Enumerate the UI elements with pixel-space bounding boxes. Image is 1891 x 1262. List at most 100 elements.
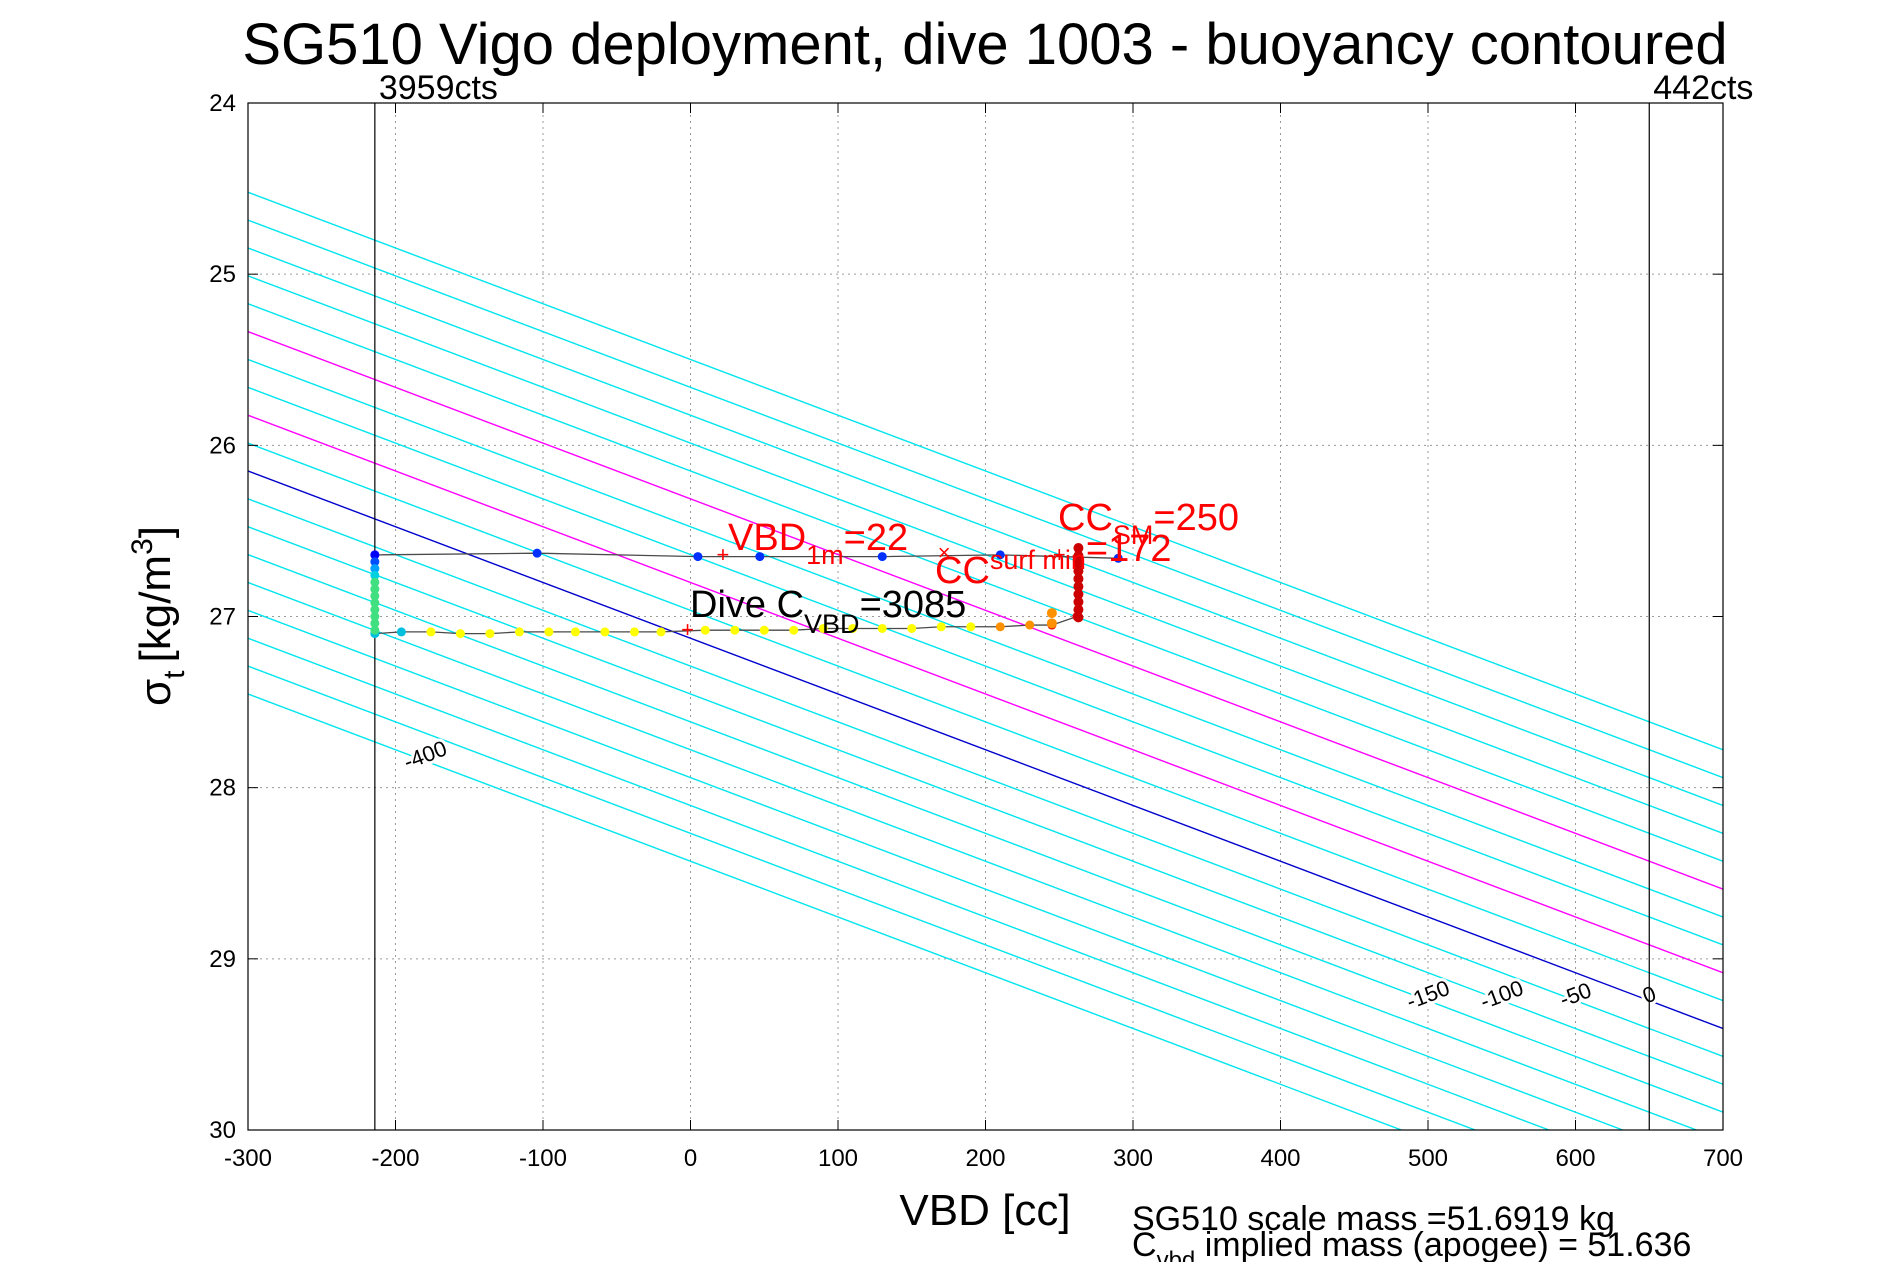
data-point xyxy=(995,550,1005,560)
data-point xyxy=(1113,553,1123,563)
buoyancy-contour-line xyxy=(248,414,1723,974)
data-point xyxy=(370,570,380,580)
data-point xyxy=(877,623,887,633)
data-point xyxy=(1073,596,1084,607)
buoyancy-contour-line xyxy=(248,609,1623,1130)
data-point xyxy=(455,629,465,639)
annotation-vbd1m: VBD1m=22 xyxy=(728,517,908,570)
buoyancy-contour-line xyxy=(248,637,1550,1130)
data-point xyxy=(1073,543,1084,554)
x-tick-label: 500 xyxy=(1408,1145,1448,1172)
data-point xyxy=(485,629,495,639)
data-point xyxy=(1073,558,1084,569)
y-axis-label-sup: 3 xyxy=(126,538,159,555)
data-point xyxy=(1025,620,1035,630)
data-point xyxy=(600,627,610,637)
data-point xyxy=(1073,589,1084,600)
y-tick-label: 25 xyxy=(209,261,236,288)
buoyancy-contour-line xyxy=(248,442,1723,1002)
data-point xyxy=(755,552,765,562)
data-point xyxy=(1046,608,1057,619)
data-point xyxy=(759,625,769,635)
data-point xyxy=(370,550,380,560)
data-point xyxy=(514,627,524,637)
data-point xyxy=(1073,612,1084,623)
annotation-ccsm: CCSM=250 xyxy=(1058,497,1239,550)
data-point xyxy=(700,625,710,635)
data-point xyxy=(693,552,703,562)
data-point xyxy=(370,612,380,621)
vbd-limit-label: 3959cts xyxy=(379,69,498,107)
data-point xyxy=(370,584,380,594)
buoyancy-contour-line xyxy=(248,525,1723,1086)
data-point xyxy=(848,623,858,633)
buoyancy-contour-line xyxy=(248,553,1723,1113)
data-marker: + xyxy=(681,617,694,642)
data-point xyxy=(936,622,946,632)
data-point xyxy=(1073,573,1084,584)
data-point xyxy=(1046,618,1057,629)
buoyancy-contour-line xyxy=(248,275,1723,835)
data-point xyxy=(818,623,828,633)
buoyancy-contour-line xyxy=(248,498,1723,1058)
data-point xyxy=(1073,581,1084,592)
data-point xyxy=(370,564,380,574)
buoyancy-contour-line xyxy=(248,665,1476,1130)
data-point xyxy=(656,627,666,637)
data-point xyxy=(370,577,380,587)
y-tick-label: 30 xyxy=(209,1117,236,1144)
x-tick-label: 0 xyxy=(684,1145,697,1172)
data-point xyxy=(877,552,887,562)
buoyancy-contour-line xyxy=(248,693,1402,1130)
data-marker: + xyxy=(1053,542,1066,567)
x-tick-label: 300 xyxy=(1113,1145,1153,1172)
data-point xyxy=(789,625,799,635)
plot-area xyxy=(248,103,1723,1130)
annotation-dive-cvbd: Dive CVBD=3085 xyxy=(690,584,966,639)
buoyancy-contour-line xyxy=(248,470,1723,1030)
x-tick-label: 600 xyxy=(1555,1145,1595,1172)
y-axis-label-sub: t xyxy=(158,670,191,679)
data-point xyxy=(544,627,554,637)
x-tick-label: 100 xyxy=(818,1145,858,1172)
annotation-ccsurf: CCsurf min=172 xyxy=(935,528,1172,592)
data-point xyxy=(370,605,380,615)
data-point xyxy=(370,618,380,628)
data-series: + + × + xyxy=(370,540,1123,642)
buoyancy-contours xyxy=(248,191,1723,1130)
footer-scale-mass: SG510 scale mass =51.6919 kg xyxy=(1132,1200,1615,1238)
x-tick-label: -200 xyxy=(371,1145,419,1172)
y-tick-label: 27 xyxy=(209,604,236,631)
y-axis-label-close: ] xyxy=(131,526,180,538)
buoyancy-contour-line xyxy=(248,386,1723,946)
y-axis-label-unit: [kg/m xyxy=(131,555,180,663)
data-point xyxy=(907,623,917,633)
data-point xyxy=(1073,604,1084,615)
data-point xyxy=(730,625,740,635)
y-axis-label-main: σ xyxy=(131,679,180,706)
y-tick-label: 26 xyxy=(209,432,236,459)
data-marker: + xyxy=(717,542,730,567)
data-point xyxy=(396,627,406,637)
buoyancy-contour-line xyxy=(248,247,1723,807)
y-axis-label: σt [kg/m3] xyxy=(126,526,191,706)
x-tick-label: 400 xyxy=(1260,1145,1300,1172)
data-point xyxy=(1073,566,1084,577)
data-point xyxy=(370,591,380,601)
buoyancy-contour-line xyxy=(248,330,1723,890)
footer-implied-mass: Cvbd implied mass (apogee) = 51.636 xyxy=(1132,1226,1691,1262)
x-tick-label: -100 xyxy=(519,1145,567,1172)
y-tick-label: 29 xyxy=(209,946,236,973)
data-point xyxy=(629,627,639,637)
x-tick-label: -300 xyxy=(224,1145,272,1172)
data-point xyxy=(426,627,436,637)
chart-title: SG510 Vigo deployment, dive 1003 - buoya… xyxy=(242,12,1727,77)
axis-ticks: -300 -200 -100 0 100 200 300 400 500 600 700 24 25 26… xyxy=(209,90,1743,1172)
x-tick-label: 700 xyxy=(1703,1145,1743,1172)
data-marker: × xyxy=(938,540,951,565)
y-tick-label: 24 xyxy=(209,90,236,117)
data-point xyxy=(532,548,542,558)
y-tick-label: 28 xyxy=(209,775,236,802)
x-tick-label: 200 xyxy=(965,1145,1005,1172)
